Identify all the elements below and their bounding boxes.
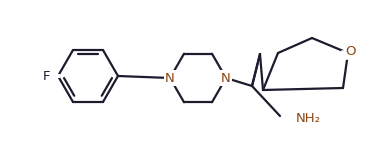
Text: F: F — [43, 70, 51, 82]
Text: N: N — [165, 71, 175, 85]
Text: O: O — [346, 45, 356, 57]
Text: N: N — [221, 71, 231, 85]
Text: O: O — [346, 45, 356, 57]
Text: NH₂: NH₂ — [296, 112, 321, 126]
